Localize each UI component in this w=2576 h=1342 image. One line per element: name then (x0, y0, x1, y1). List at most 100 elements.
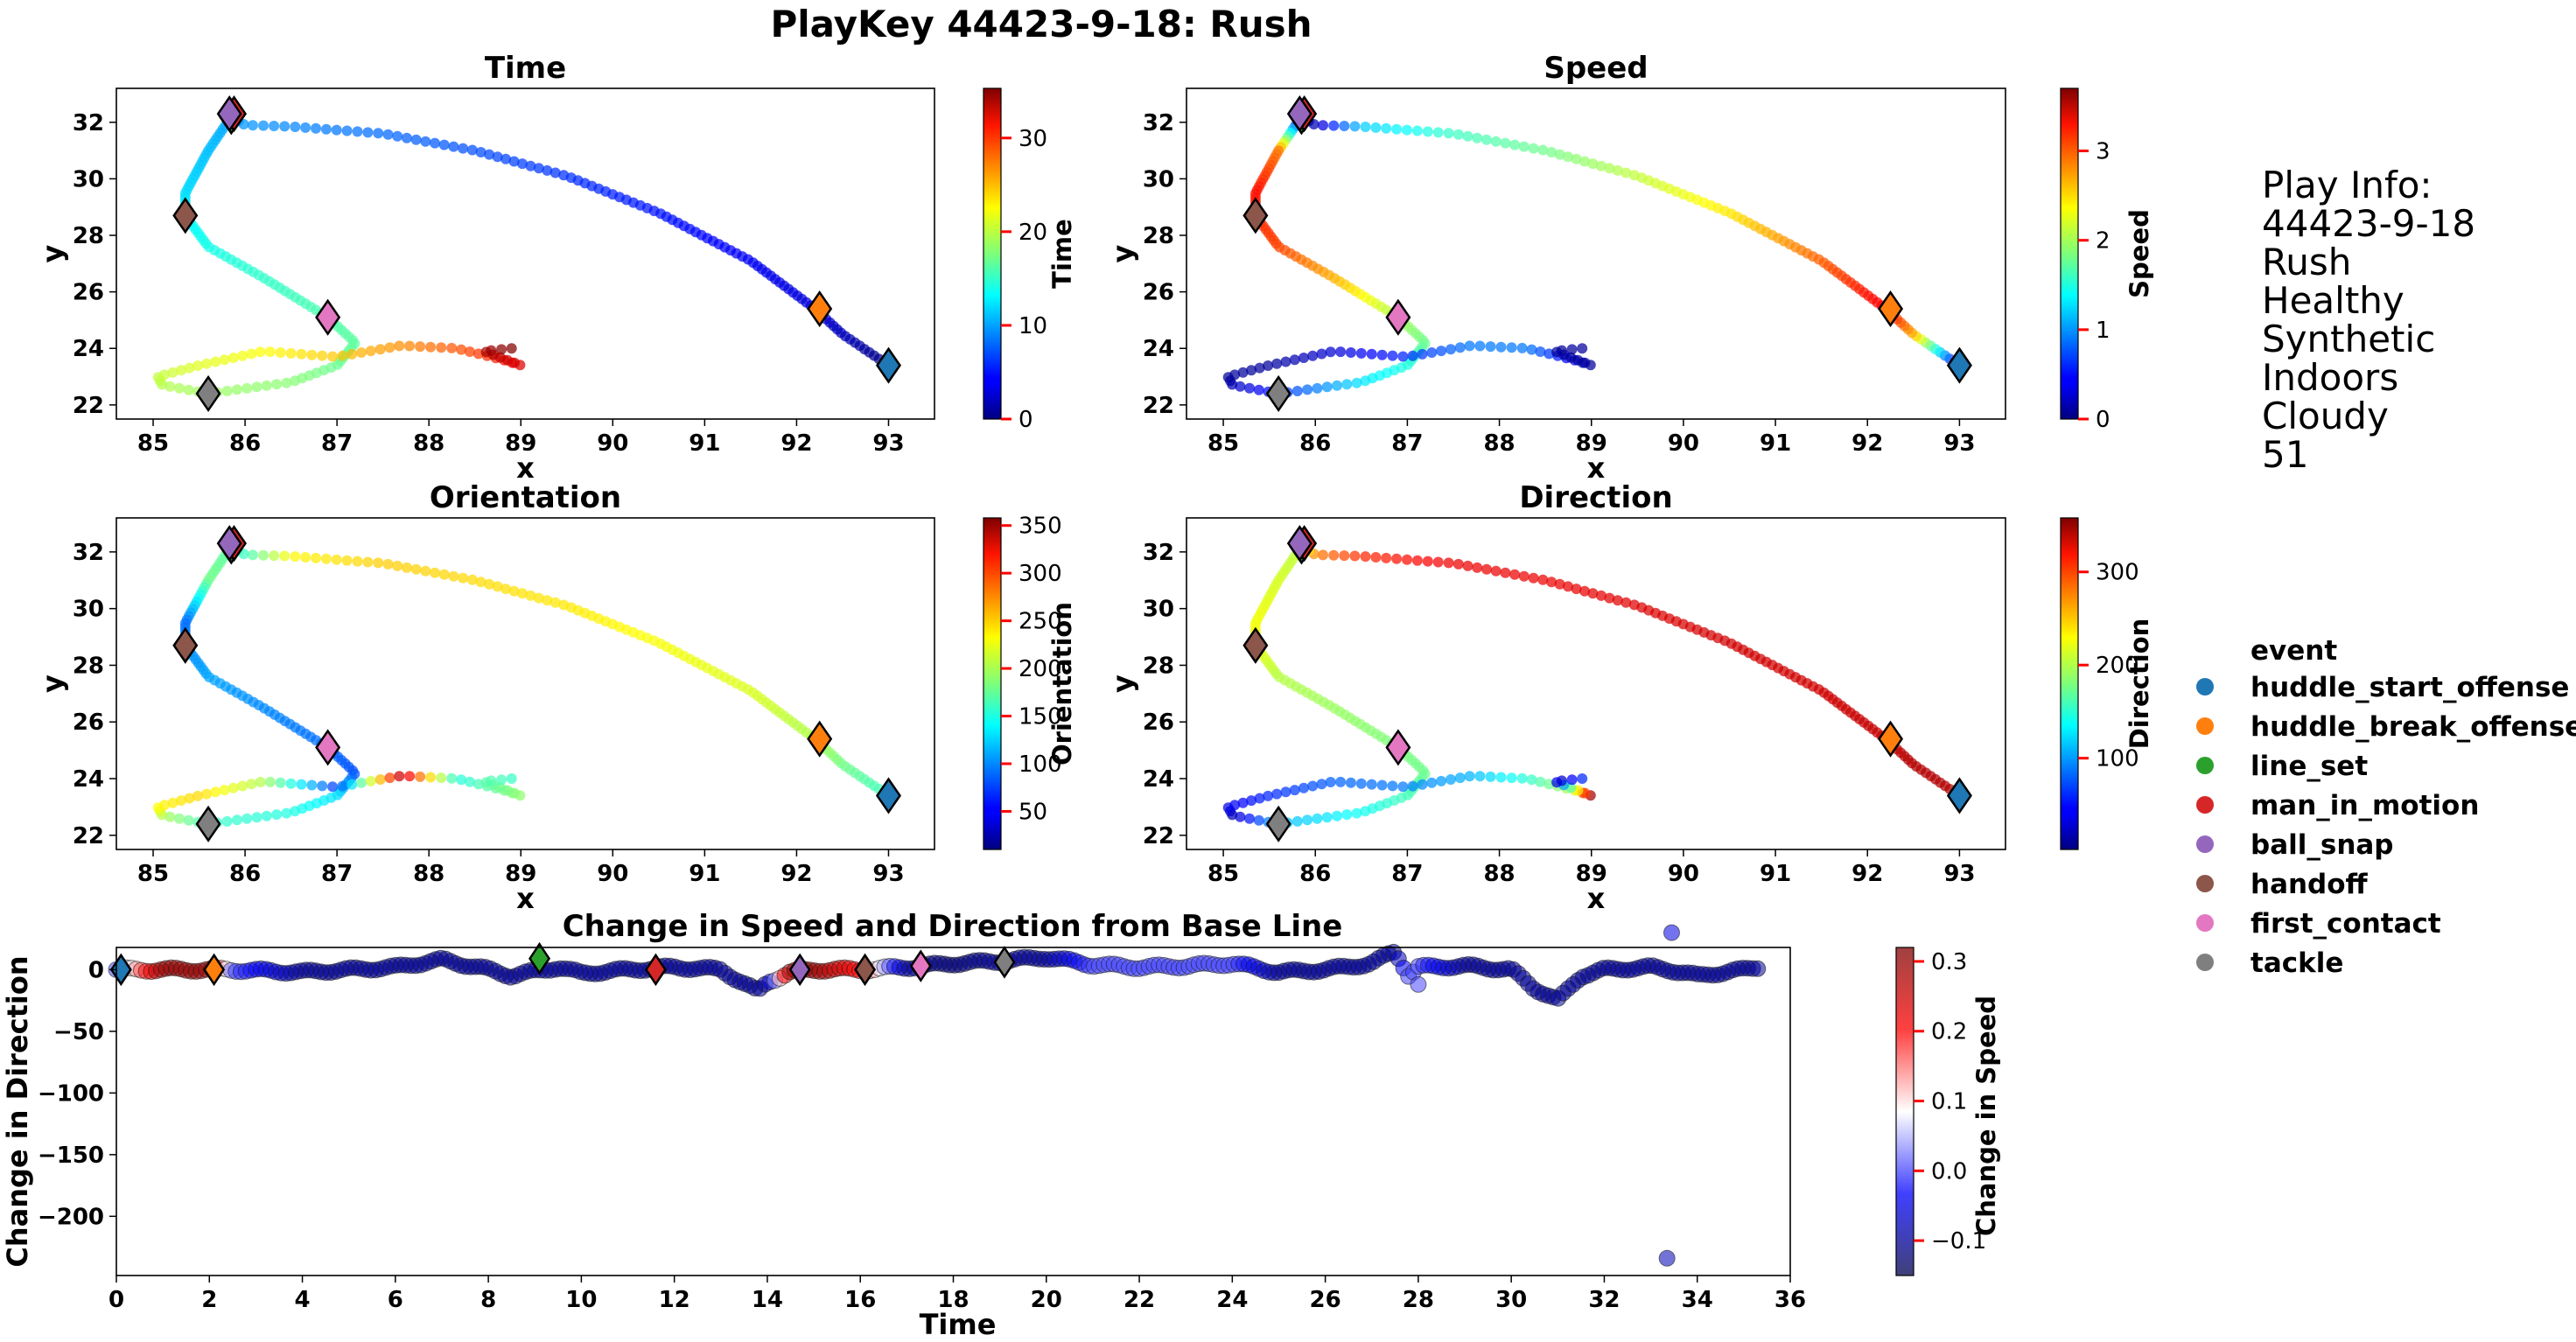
y-tick-label: 26 (73, 709, 104, 736)
track-point (1271, 788, 1283, 800)
track-point (1436, 775, 1447, 786)
track-point (1370, 122, 1382, 133)
track-point (1417, 779, 1428, 790)
track-point (1387, 350, 1398, 361)
track-point (247, 549, 258, 561)
track-point (192, 790, 203, 801)
track-point (1316, 348, 1327, 360)
track-point (506, 773, 517, 784)
track-point (1462, 560, 1474, 571)
track-point (415, 341, 426, 353)
track-point (420, 565, 431, 577)
event-marker-handoff (854, 953, 877, 987)
x-tick-label: 88 (413, 430, 444, 457)
track-point (1312, 813, 1323, 824)
colorbar-tick-label: 300 (2096, 560, 2139, 586)
legend-item: huddle_break_offense (2196, 711, 2576, 743)
track-point (1556, 345, 1567, 356)
track-point (271, 809, 283, 821)
track-point (1318, 549, 1328, 561)
track-point (219, 785, 230, 796)
event-marker-tackle (1265, 374, 1292, 412)
track-point (201, 358, 213, 369)
track-point (228, 353, 239, 363)
track-point (410, 563, 422, 575)
scatter-panel-time: 85 86 87 88 89 90 91 92 93 22 24 26 28 30 32 Time x y 0 10 2… (36, 51, 1077, 485)
y-axis-label: Change in Direction (1, 955, 34, 1267)
track-point (1376, 779, 1388, 791)
legend-label: ball_snap (2250, 829, 2394, 861)
y-tick-label: −50 (53, 1019, 104, 1045)
track-point (1355, 347, 1367, 359)
y-tick-label: 24 (1143, 766, 1174, 793)
scatter-panel-change: 0 2 4 6 8 10 12 14 16 18 20 22 24 26 28 30 32 34 360−50−10… (1, 909, 2001, 1341)
track-point (290, 375, 301, 387)
track-point (1307, 350, 1319, 361)
track-point (1325, 777, 1336, 787)
track-point (373, 557, 384, 569)
track-point (1587, 588, 1599, 599)
legend-item: man_in_motion (2196, 790, 2479, 821)
track-point (1481, 563, 1492, 575)
track-point (228, 782, 239, 793)
track-point (1490, 136, 1502, 147)
x-tick-label: 14 (752, 1287, 783, 1313)
track-point (1246, 365, 1257, 376)
y-axis-label: y (1106, 674, 1139, 693)
track-point (492, 581, 503, 592)
track-point (500, 584, 511, 595)
legend-swatch (2196, 875, 2214, 892)
colorbar-tick-label: 250 (1018, 609, 1062, 635)
play-info-line: Indoors (2262, 356, 2398, 399)
track-point (394, 340, 405, 352)
x-tick-label: 88 (413, 861, 444, 887)
track-point (1407, 780, 1418, 792)
colorbar-tick-label: 0.1 (1931, 1089, 1967, 1115)
track-point (1341, 379, 1353, 390)
track-point (247, 120, 258, 131)
axes-frame (1186, 517, 2006, 850)
track-point (1411, 555, 1423, 566)
track-point (1577, 773, 1588, 784)
track-point (231, 814, 242, 826)
track-point (1332, 380, 1342, 391)
track-point (1360, 122, 1371, 132)
y-tick-label: 28 (1143, 223, 1174, 249)
track-point (300, 552, 312, 563)
track-point (1349, 550, 1361, 562)
track-point (242, 813, 253, 824)
track-point (1345, 347, 1356, 358)
y-tick-label: 28 (73, 653, 104, 679)
track-point (1518, 141, 1530, 152)
track-point (1537, 144, 1549, 156)
track-point (1387, 780, 1398, 792)
x-tick-label: 8 (480, 1287, 496, 1313)
track-point (415, 771, 426, 782)
track-point (290, 122, 301, 132)
track-point (285, 778, 297, 789)
track-point (1271, 358, 1283, 369)
track-point (1280, 786, 1292, 798)
x-tick-label: 88 (1483, 430, 1515, 457)
track-point (159, 800, 170, 811)
track-point (352, 556, 363, 567)
track-point (346, 348, 358, 360)
track-point (1302, 384, 1313, 395)
colorbar-tick-label: 200 (1018, 656, 1062, 682)
track-point (1432, 556, 1444, 568)
track-point (1376, 349, 1388, 360)
x-tick-label: 93 (872, 861, 904, 887)
y-tick-label: 24 (73, 766, 104, 793)
track-point (356, 777, 367, 788)
legend-item: ball_snap (2196, 829, 2394, 861)
track-point (1446, 344, 1456, 355)
x-tick-label: 34 (1682, 1287, 1713, 1313)
axes-frame (116, 517, 935, 850)
track-point (159, 369, 170, 381)
track-point (446, 772, 458, 784)
x-tick-label: 32 (1588, 1287, 1620, 1313)
track-point (311, 552, 321, 563)
track-point (320, 123, 332, 135)
x-tick-label: 92 (1852, 861, 1883, 887)
track-point (1381, 122, 1392, 134)
